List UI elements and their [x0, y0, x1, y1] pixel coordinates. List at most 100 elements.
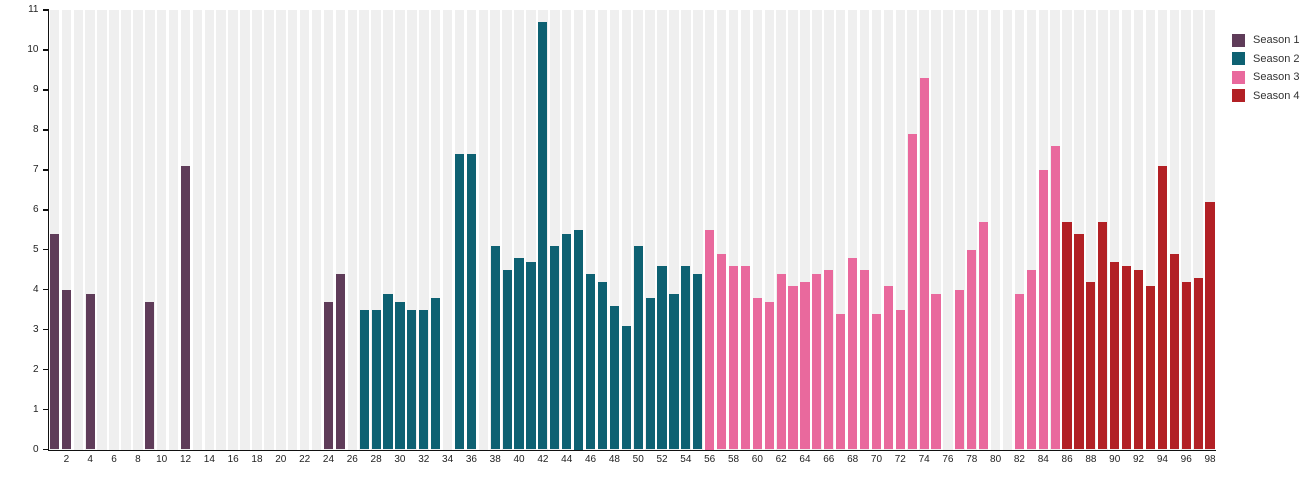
bar-episode-59[interactable]: [740, 265, 750, 450]
bar-episode-75[interactable]: [931, 293, 941, 450]
bar-episode-33[interactable]: [431, 297, 441, 450]
bar-episode-57[interactable]: [716, 253, 727, 450]
bar-episode-46[interactable]: [585, 273, 596, 450]
bar-episode-74[interactable]: [919, 77, 929, 450]
plot-stripe: [669, 10, 679, 450]
plot-stripe: [1193, 10, 1203, 450]
y-axis-tick: [42, 129, 49, 131]
bar-episode-4[interactable]: [85, 293, 95, 450]
bar-episode-31[interactable]: [407, 309, 417, 450]
bar-episode-89[interactable]: [1098, 221, 1108, 450]
bar-episode-62[interactable]: [776, 273, 786, 450]
bar-episode-78[interactable]: [967, 249, 977, 450]
x-axis-tick-label: 24: [322, 453, 335, 465]
bar-episode-79[interactable]: [979, 221, 989, 450]
plot-stripe: [1121, 10, 1132, 450]
x-axis-tick-label: 16: [227, 453, 239, 465]
bar-episode-63[interactable]: [788, 285, 798, 450]
bar-episode-93[interactable]: [1145, 285, 1156, 450]
x-axis-tick-label: 94: [1156, 453, 1168, 465]
bar-episode-73[interactable]: [907, 133, 917, 450]
bar-episode-68[interactable]: [848, 257, 858, 450]
bar-episode-95[interactable]: [1169, 253, 1179, 450]
bar-episode-24[interactable]: [323, 301, 334, 450]
bar-episode-69[interactable]: [859, 269, 870, 450]
bar-episode-84[interactable]: [1038, 169, 1048, 450]
bar-episode-67[interactable]: [836, 313, 846, 450]
bar-episode-49[interactable]: [621, 325, 631, 450]
bar-episode-41[interactable]: [526, 261, 536, 450]
bar-episode-54[interactable]: [681, 265, 691, 450]
bar-episode-2[interactable]: [61, 289, 71, 450]
bar-episode-97[interactable]: [1193, 277, 1203, 450]
bar-episode-72[interactable]: [895, 309, 905, 450]
bar-episode-91[interactable]: [1122, 265, 1132, 450]
bar-episode-51[interactable]: [645, 297, 655, 450]
plot-stripe: [1169, 10, 1180, 450]
y-axis-tick: [42, 248, 49, 251]
bar-episode-85[interactable]: [1050, 145, 1060, 450]
bar-episode-90[interactable]: [1110, 261, 1120, 450]
bar-episode-61[interactable]: [764, 301, 774, 450]
bar-episode-86[interactable]: [1062, 221, 1072, 450]
x-axis-tick-label: 14: [203, 453, 215, 465]
x-axis-tick-label: 18: [251, 453, 263, 465]
legend-item-season-1[interactable]: Season 1: [1232, 31, 1299, 50]
bar-episode-66[interactable]: [824, 269, 834, 450]
bar-episode-82[interactable]: [1014, 293, 1025, 450]
bar-episode-55[interactable]: [693, 273, 703, 450]
bar-episode-77[interactable]: [955, 289, 965, 450]
legend-item-season-2[interactable]: Season 2: [1232, 50, 1299, 69]
bar-episode-45[interactable]: [574, 229, 584, 450]
bar-episode-52[interactable]: [657, 265, 667, 450]
bar-episode-12[interactable]: [180, 165, 191, 450]
bar-episode-44[interactable]: [562, 233, 572, 450]
bar-episode-32[interactable]: [419, 309, 429, 450]
plot-stripe: [228, 10, 238, 450]
bar-episode-39[interactable]: [502, 269, 512, 450]
plot-stripe: [1133, 10, 1144, 450]
y-axis-line: [47, 10, 50, 451]
legend-item-season-4[interactable]: Season 4: [1232, 87, 1299, 106]
bar-episode-94[interactable]: [1157, 165, 1167, 450]
bar-episode-36[interactable]: [466, 153, 476, 450]
bar-episode-98[interactable]: [1205, 201, 1215, 450]
bar-episode-64[interactable]: [800, 281, 810, 450]
bar-episode-56[interactable]: [705, 229, 715, 450]
bar-episode-71[interactable]: [883, 285, 893, 450]
bar-episode-53[interactable]: [669, 293, 679, 450]
bar-episode-88[interactable]: [1086, 281, 1096, 450]
bar-episode-35[interactable]: [454, 153, 465, 450]
bar-episode-28[interactable]: [371, 309, 381, 450]
x-axis-tick-label: 52: [656, 453, 668, 465]
plot-stripe: [585, 10, 596, 450]
bar-episode-83[interactable]: [1026, 269, 1036, 450]
bar-episode-42[interactable]: [538, 21, 548, 450]
bar-episode-87[interactable]: [1074, 233, 1084, 450]
x-axis-tick-label: 34: [442, 453, 454, 465]
bar-episode-47[interactable]: [597, 281, 608, 450]
plot-stripe: [264, 10, 274, 450]
bar-episode-65[interactable]: [812, 273, 822, 450]
bar-episode-96[interactable]: [1181, 281, 1191, 450]
bar-episode-70[interactable]: [871, 313, 882, 450]
bar-episode-50[interactable]: [633, 245, 643, 450]
plot-stripe: [943, 10, 953, 450]
bar-episode-58[interactable]: [728, 265, 739, 450]
bar-episode-43[interactable]: [550, 245, 560, 450]
bar-episode-25[interactable]: [335, 273, 345, 450]
bar-episode-48[interactable]: [609, 305, 619, 450]
bar-episode-92[interactable]: [1133, 269, 1144, 450]
bar-episode-29[interactable]: [383, 293, 393, 450]
legend-item-season-3[interactable]: Season 3: [1232, 68, 1299, 87]
y-axis-tick: [42, 408, 49, 411]
plot-stripe: [204, 10, 215, 450]
bar-episode-27[interactable]: [359, 309, 369, 450]
x-axis-tick-label: 82: [1013, 453, 1025, 465]
bar-episode-30[interactable]: [395, 301, 405, 450]
bar-episode-38[interactable]: [490, 245, 500, 450]
bar-episode-1[interactable]: [49, 233, 60, 450]
bar-episode-60[interactable]: [752, 297, 762, 450]
bar-episode-9[interactable]: [145, 301, 155, 450]
bar-episode-40[interactable]: [514, 257, 524, 450]
